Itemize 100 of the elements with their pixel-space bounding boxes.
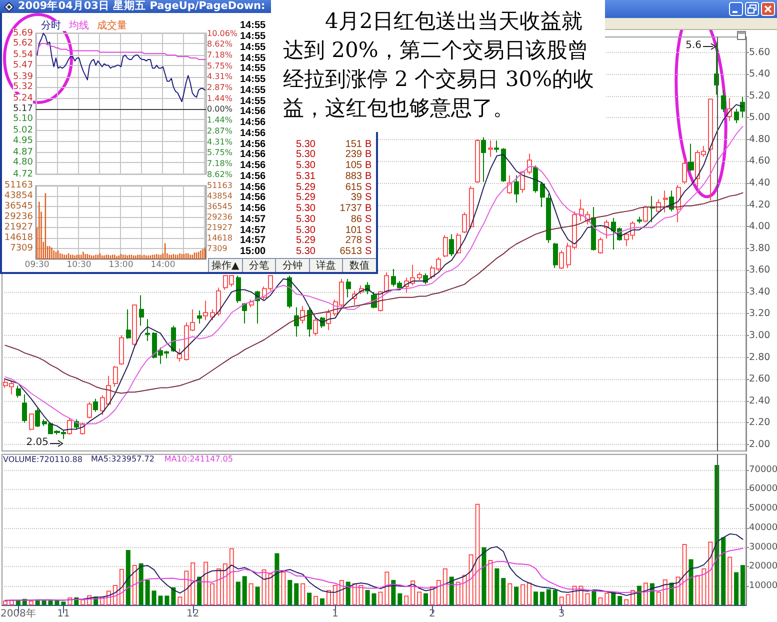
y-tick-label: 36545: [4, 202, 33, 212]
y-tick-label: 5.32: [12, 82, 33, 92]
y-tick-label: 5.60: [749, 46, 770, 58]
y2-tick-label: 0.00%: [207, 104, 233, 114]
text: 14:57 5.29 278 S: [240, 235, 372, 246]
annotation: 操作▲: [211, 260, 240, 272]
y2-tick-label: 7.18%: [207, 158, 233, 168]
annotation: 14:55: [240, 63, 266, 75]
y2-tick-label: 10.06%: [207, 28, 238, 38]
x-tick-label: 2008年: [0, 607, 36, 620]
annotation: 14:55: [240, 84, 266, 97]
tab: 数值: [342, 258, 376, 272]
x-tick-label: 1: [332, 608, 338, 620]
y2-tick-label: 1.44%: [207, 116, 233, 125]
y-tick-label: 2.80: [749, 352, 770, 363]
y-tick-label: 21927: [4, 222, 33, 233]
y2-tick-label: 51163: [207, 181, 232, 190]
tab: 分笔: [242, 258, 276, 272]
y-tick-label: 5.24: [12, 94, 34, 104]
annotation: 分笔: [248, 260, 269, 272]
y-tick-label: 10000: [749, 580, 777, 591]
y-tick-label: 5.17: [12, 104, 33, 114]
y-tick-label: 4.80: [12, 158, 34, 168]
y-tick-label: 3.80: [749, 242, 770, 254]
text: MA5:323957.72: [91, 454, 154, 464]
y-tick-label: 5.02: [12, 126, 33, 136]
y2-tick-label: 4.31%: [207, 72, 233, 82]
x-tick-label: 11: [57, 608, 70, 620]
y2-tick-label: 4.31%: [207, 137, 233, 146]
annotation: 14:56: [240, 106, 266, 118]
y-tick-label: 5.54: [12, 50, 34, 60]
y-tick-label: 2.00: [749, 438, 770, 450]
y-tick-label: 20000: [749, 562, 777, 572]
text: 14:57 5.30 86 S: [240, 214, 372, 225]
text: 14:56 5.30 105 B: [240, 160, 372, 172]
chart-title: 2009年04月03日 星期五 PageUp/PageDown:: [18, 0, 266, 12]
tab: 操作▲: [208, 258, 242, 272]
y2-tick-label: 21927: [207, 223, 232, 232]
y-tick-label: 7309: [10, 244, 34, 254]
y-tick-label: 2.20: [749, 417, 770, 428]
annotation: 14:56: [240, 128, 266, 140]
x-tick-label: 13:00: [108, 260, 134, 270]
y-tick-label: 5.47: [12, 60, 33, 70]
y-tick-label: 5.62: [12, 38, 33, 48]
y-tick-label: 4.40: [749, 177, 770, 188]
y2-tick-label: 5.75%: [207, 148, 233, 158]
y2-tick-label: 7.18%: [207, 50, 233, 60]
x-tick-label: 09:30: [24, 260, 50, 270]
text: 14:57 5.30 101 S: [240, 224, 372, 236]
y2-tick-label: 43854: [207, 192, 232, 201]
tab: 分钟: [275, 258, 309, 272]
y-tick-label: 5.69: [12, 28, 34, 38]
text: 15:00 5.30 6513 S: [240, 246, 372, 258]
y-tick-label: 2.60: [749, 374, 770, 385]
x-tick-label: 3: [558, 608, 565, 620]
y-tick-label: 2.40: [749, 395, 770, 406]
y-tick-label: 30000: [749, 542, 777, 552]
y-tick-label: 70000: [749, 464, 777, 475]
series-label: 分时: [41, 20, 61, 32]
y-tick-label: 43854: [4, 191, 34, 202]
annotation: 14:56: [240, 117, 266, 129]
y-tick-label: 4.87: [12, 147, 33, 158]
y2-tick-label: 8.62%: [207, 170, 233, 179]
y2-tick-label: 1.44%: [207, 94, 233, 103]
text: 14:56 5.30 151 B: [240, 138, 372, 150]
y2-tick-label: 5.75%: [207, 61, 233, 70]
y2-tick-label: 7309: [207, 244, 228, 254]
y2-tick-label: 36545: [207, 202, 232, 212]
x-tick-label: 10:30: [66, 260, 92, 270]
y-tick-label: 4.95: [12, 136, 33, 146]
y-tick-label: 5.39: [12, 72, 34, 82]
y-tick-label: 3.00: [749, 330, 770, 342]
y2-tick-label: 29236: [207, 212, 232, 222]
annotation: 14:55: [240, 42, 266, 54]
y2-tick-label: 2.87%: [207, 83, 233, 92]
y-tick-label: 5.00: [749, 112, 770, 124]
annotation: 详盘: [316, 260, 336, 272]
y-tick-label: 14618: [4, 233, 34, 244]
text: MA10:241147.05: [164, 454, 233, 464]
y2-tick-label: 8.62%: [207, 40, 233, 49]
y-tick-label: 4.00: [749, 221, 770, 232]
tab: 详盘: [308, 258, 342, 272]
text: 14:56 5.29 615 S: [240, 182, 372, 193]
y-tick-label: 50000: [749, 504, 777, 514]
text: 14:56 5.30 1737 B: [240, 203, 372, 214]
y-tick-label: 3.40: [749, 286, 770, 298]
annotation: 14:55: [240, 31, 266, 43]
text: 14:56 5.31 883 B: [240, 170, 372, 182]
x-tick-label: 2: [429, 608, 436, 620]
y2-tick-label: 14618: [207, 234, 232, 243]
text: 成交量: [97, 20, 127, 32]
text: 14:56 5.30 239 B: [240, 149, 372, 160]
annotation: 2.05: [26, 437, 48, 448]
y-tick-label: 40000: [749, 522, 777, 533]
y-tick-label: 5.40: [749, 68, 770, 80]
y-tick-label: 29236: [4, 212, 34, 222]
text: 14:55: [240, 20, 266, 32]
x-tick-label: 14:00: [150, 260, 176, 270]
y-tick-label: 4.20: [749, 199, 770, 210]
y-tick-label: 60000: [749, 484, 777, 494]
